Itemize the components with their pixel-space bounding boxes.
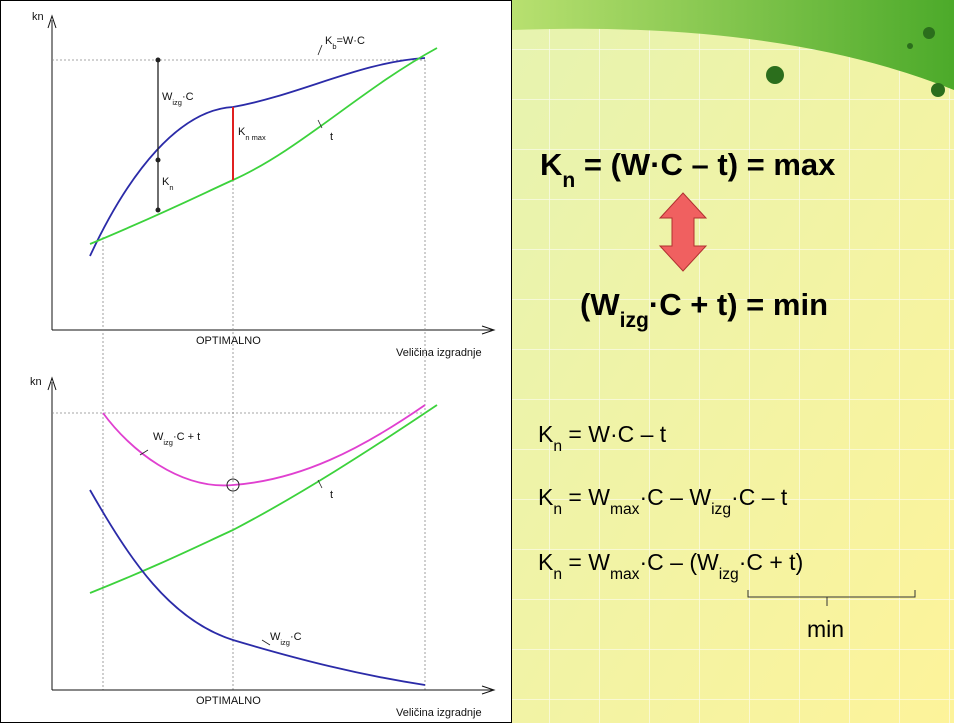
subscript: n <box>553 438 562 455</box>
subscript: n <box>562 169 575 192</box>
text-segment: ·C – W <box>640 484 712 510</box>
text-segment: ·C + t <box>173 431 200 443</box>
text-segment: K <box>538 484 554 510</box>
cost-label: t <box>330 131 333 143</box>
brace-label: min <box>807 616 844 642</box>
x-label: Veličina izgradnje <box>396 707 482 719</box>
subscript: max <box>610 566 640 583</box>
text-segment: = (W·C – t) = max <box>575 147 836 182</box>
subscript: izg <box>280 638 290 647</box>
text-segment: = W <box>562 484 610 510</box>
subscript: izg <box>620 309 649 332</box>
subscript: max <box>610 501 640 518</box>
text-segment: ·C + t) = min <box>649 287 828 322</box>
text-segment: ·C <box>182 91 194 103</box>
text-segment: ·C <box>290 631 302 643</box>
text-segment: ·C – t <box>731 484 788 510</box>
text-segment: K <box>538 421 554 447</box>
text-segment: ·C + t) <box>739 549 804 575</box>
text-segment: W <box>153 431 164 443</box>
subscript: izg <box>163 438 173 447</box>
x-label: Veličina izgradnje <box>396 347 482 359</box>
subscript: n max <box>245 133 266 142</box>
text-segment: W <box>162 91 173 103</box>
subscript: n <box>553 566 562 583</box>
text-segment: ·C – (W <box>640 549 720 575</box>
text-segment: = W·C – t <box>562 421 667 447</box>
slide: kn OPTIMALNO Veličina izgradnje Kb=W·C t… <box>0 0 954 723</box>
text-segment: (W <box>580 287 620 322</box>
text-segment: = W <box>562 549 610 575</box>
y-label: kn <box>30 376 42 388</box>
optimum-label: OPTIMALNO <box>196 695 261 707</box>
y-label: kn <box>32 11 44 23</box>
text-segment: K <box>538 549 554 575</box>
optimum-label: OPTIMALNO <box>196 335 261 347</box>
subscript: izg <box>172 98 182 107</box>
text-segment: W <box>270 631 281 643</box>
right-panel <box>512 0 954 723</box>
subscript: n <box>169 183 173 192</box>
subscript: izg <box>711 501 731 518</box>
text-segment: K <box>540 147 563 182</box>
subscript: n <box>553 501 562 518</box>
text-segment: =W·C <box>337 35 365 47</box>
cost-label: t <box>330 489 333 501</box>
subscript: izg <box>719 566 739 583</box>
